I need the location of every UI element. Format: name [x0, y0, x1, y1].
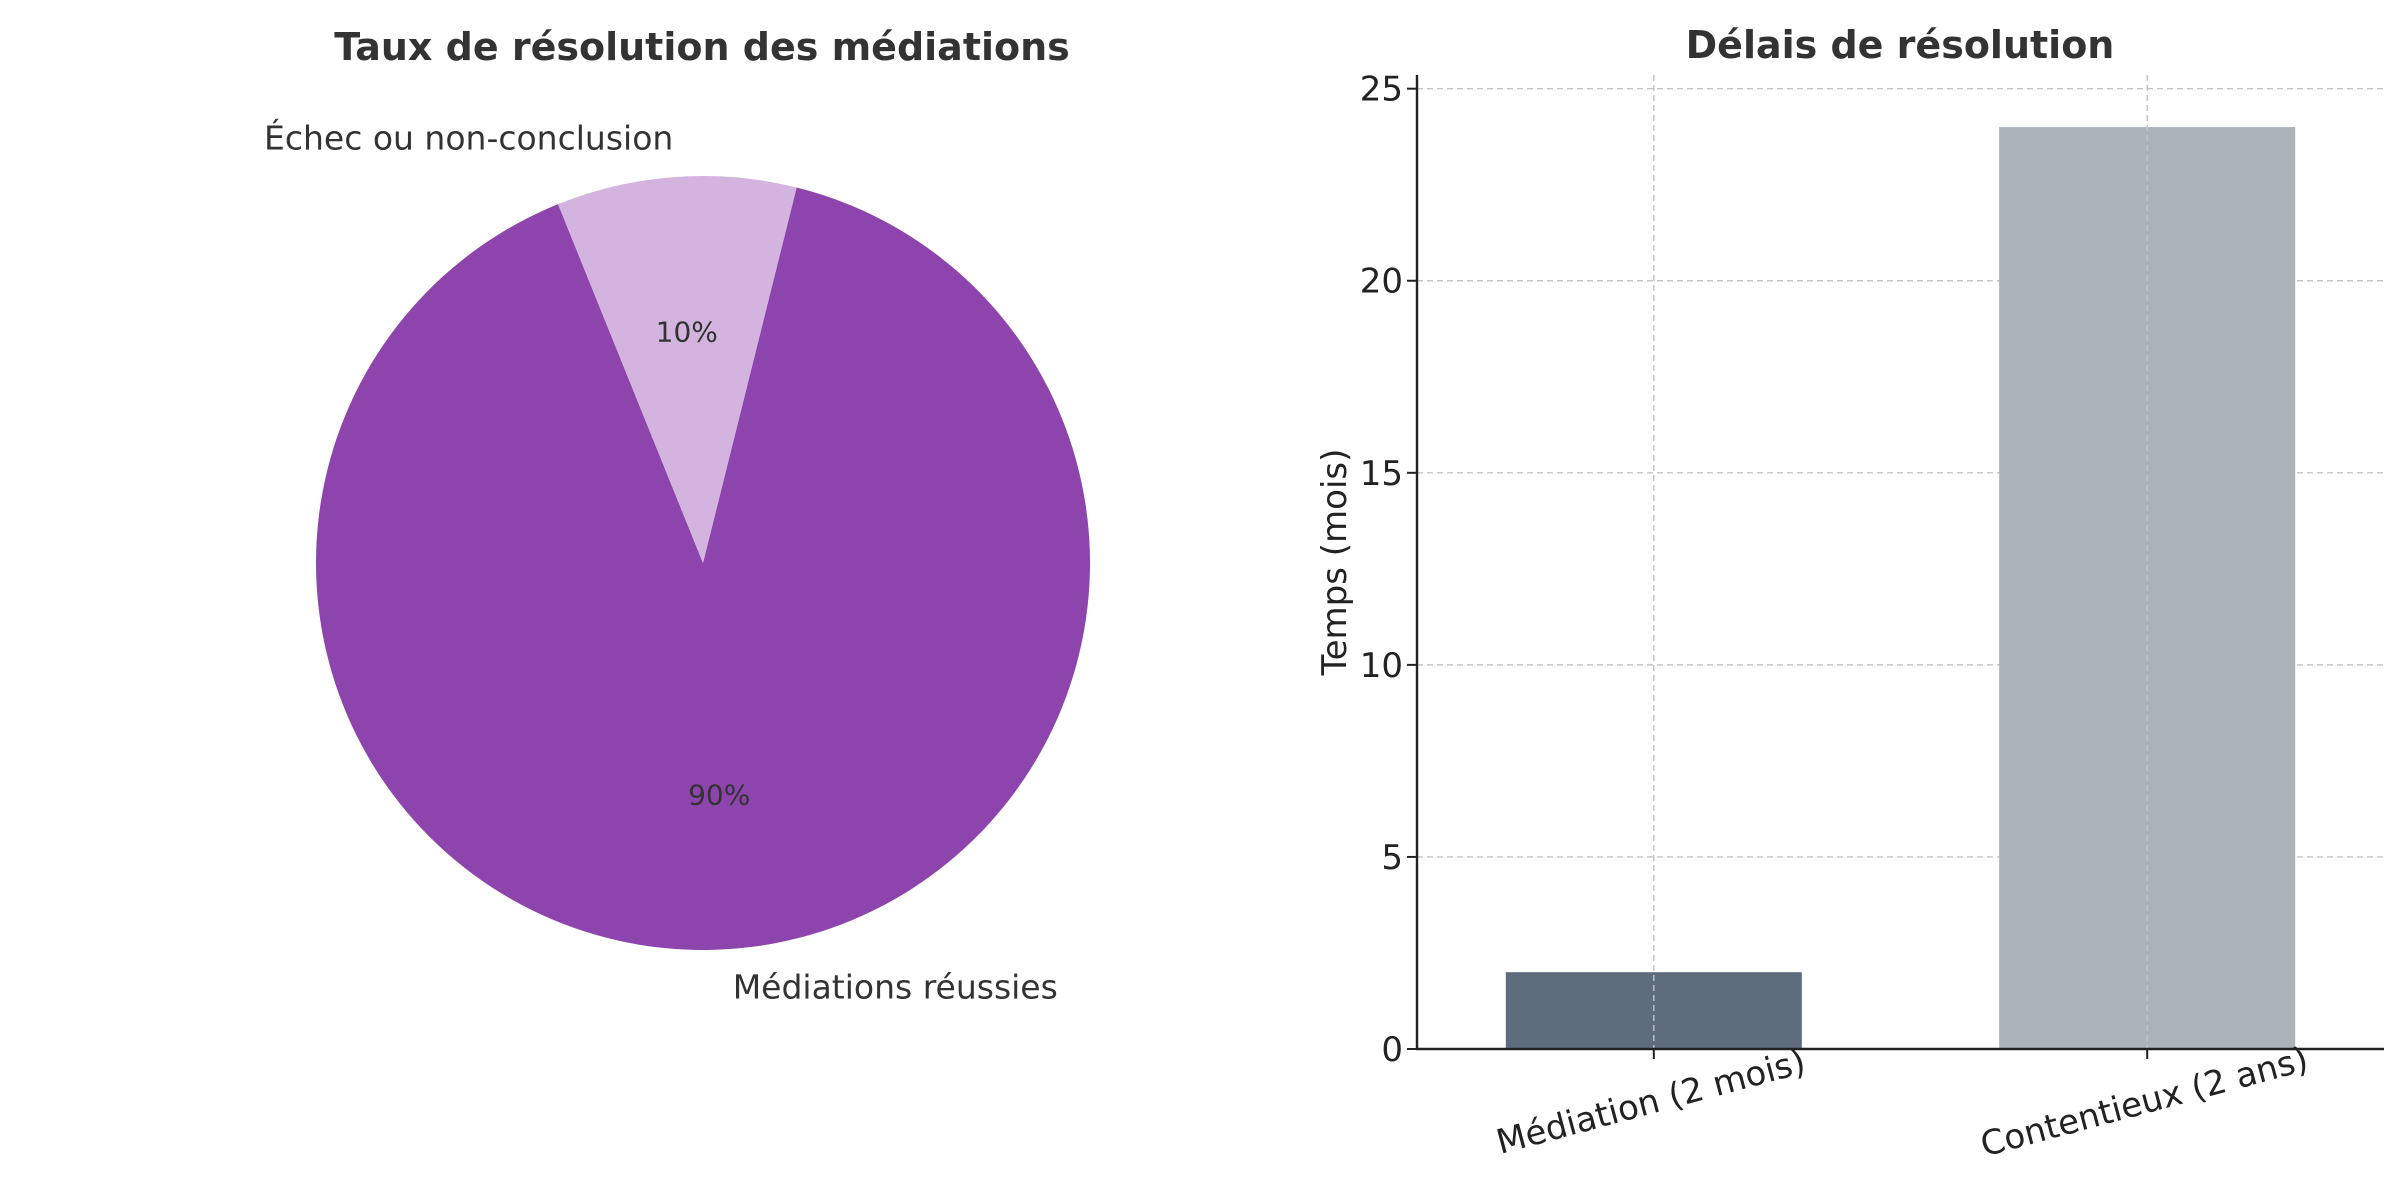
- y-tick-label-4: 20: [1360, 262, 1403, 302]
- bar-chart-title: Délais de résolution: [1686, 23, 2115, 67]
- bar-chart-bars: [1505, 75, 2296, 1050]
- pie-slice-1: [558, 176, 797, 563]
- pie-labels: 90% Médiations réussies 10% Échec ou non-co…: [264, 117, 1058, 1006]
- pie-slice-label-0: Médiations réussies: [733, 968, 1058, 1007]
- y-axis-ticks: 0 5 10 15 20 25: [1360, 70, 1417, 1070]
- pie-slice-0: [316, 187, 1091, 951]
- bar-chart-panel: Délais de résolution 0 5 10 15 20 25 Médiatio…: [1315, 23, 2384, 1165]
- y-tick-label-3: 15: [1360, 454, 1403, 494]
- x-tick-label-1: Contentieux (2 ans): [1976, 1039, 2312, 1165]
- pie-chart-panel: Taux de résolution des médiations 90% Méd…: [264, 25, 1091, 1007]
- y-tick-label-2: 10: [1360, 646, 1403, 686]
- pie-percent-label-1: 10%: [656, 315, 718, 348]
- pie-slice-label-1: Échec ou non-conclusion: [264, 117, 673, 157]
- x-tick-label-0: Médiation (2 mois): [1492, 1042, 1810, 1163]
- pie-slices: [316, 176, 1091, 951]
- y-tick-label-1: 5: [1381, 838, 1403, 878]
- pie-percent-label-0: 90%: [688, 779, 750, 812]
- x-axis-ticks: Médiation (2 mois) Contentieux (2 ans): [1492, 1039, 2312, 1165]
- y-tick-label-5: 25: [1360, 70, 1403, 110]
- y-axis-label: Temps (mois): [1315, 449, 1355, 677]
- pie-chart-title: Taux de résolution des médiations: [334, 25, 1070, 69]
- y-tick-label-0: 0: [1381, 1030, 1403, 1070]
